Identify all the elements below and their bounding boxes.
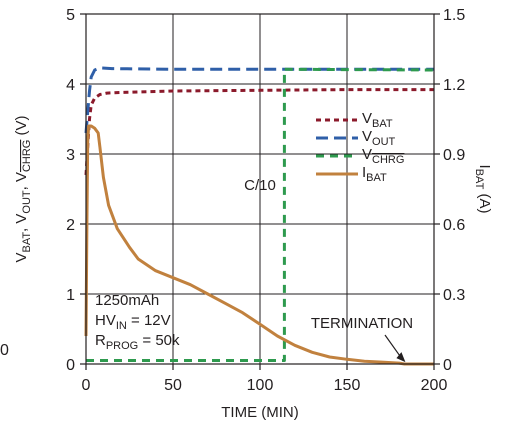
right-y-tick-label: 0 <box>443 357 452 374</box>
right-axis-label: IBAT (A) <box>473 165 493 214</box>
condition-line: 1250mAh <box>95 292 159 309</box>
legend-label-vbat: VBAT <box>362 110 393 130</box>
legend-label-ibat: IBAT <box>362 164 387 184</box>
condition-line: RPROG = 50k <box>95 332 180 352</box>
x-axis-label: TIME (MIN) <box>221 404 298 421</box>
x-tick-label: 100 <box>247 377 274 394</box>
x-tick-label: 200 <box>421 377 448 394</box>
right-y-tick-label: 1.2 <box>443 77 465 94</box>
termination-arrowhead <box>396 352 406 363</box>
left-y-tick-label: 5 <box>66 7 75 24</box>
x-tick-label: 50 <box>164 377 182 394</box>
x-tick-label: 0 <box>82 377 91 394</box>
left-y-tick-label: 0 <box>66 357 75 374</box>
right-y-tick-label: 1.5 <box>443 7 465 24</box>
right-y-tick-label: 0.6 <box>443 217 465 234</box>
series-line-ibat <box>84 124 434 366</box>
legend-label-vchrg: VCHRG <box>362 146 404 166</box>
edge-tick-label: 0 <box>0 342 9 359</box>
left-y-tick-label: 1 <box>66 287 75 304</box>
legend-label-vout: VOUT <box>362 128 396 148</box>
right-y-tick-label: 0.3 <box>443 287 465 304</box>
condition-line: HVIN = 12V <box>95 312 171 332</box>
right-y-tick-label: 0.9 <box>443 147 465 164</box>
termination-arrow <box>384 334 402 359</box>
left-y-tick-label: 2 <box>66 217 75 234</box>
left-y-tick-label: 4 <box>66 77 75 94</box>
series-lines <box>84 66 435 366</box>
grid <box>86 14 434 364</box>
termination-annotation: TERMINATION <box>311 315 413 332</box>
x-tick-label: 150 <box>334 377 361 394</box>
left-y-tick-label: 3 <box>66 147 75 164</box>
series-line-vchrg <box>86 67 435 362</box>
c10-annotation: C/10 <box>244 177 276 194</box>
left-axis-label: VBAT, VOUT, VCHRG (V) <box>13 115 33 262</box>
